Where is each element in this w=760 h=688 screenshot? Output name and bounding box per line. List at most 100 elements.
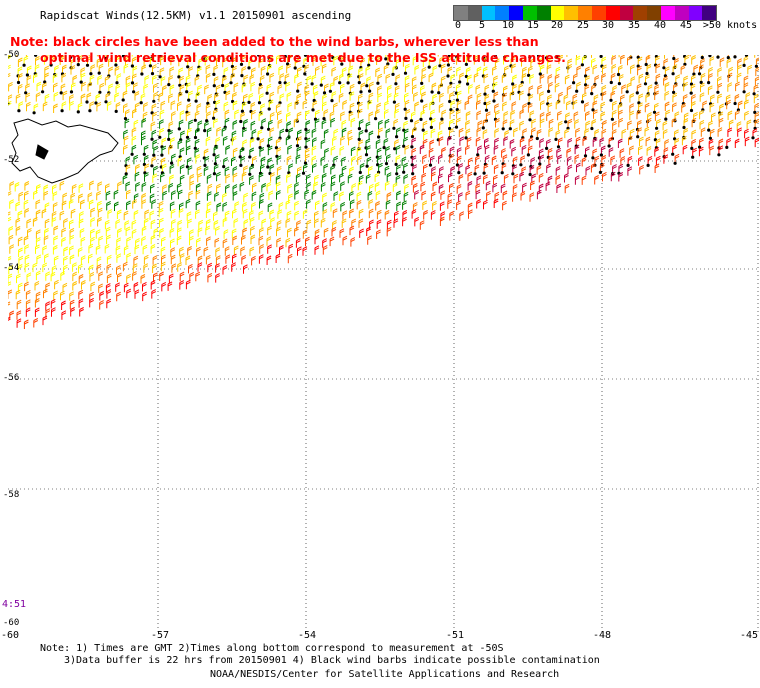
- wind-barb: [567, 137, 573, 148]
- wind-barb: [419, 144, 425, 154]
- wind-barb: [23, 199, 29, 210]
- wind-barb: [71, 183, 77, 194]
- wind-barb: [459, 136, 465, 146]
- quality-flag-dot: [79, 80, 83, 84]
- wind-barb: [617, 103, 623, 113]
- quality-flag-dot: [193, 135, 198, 140]
- wind-barb: [180, 55, 182, 59]
- wind-barb: [467, 181, 473, 191]
- wind-barb: [179, 174, 185, 185]
- wind-barb: [8, 81, 13, 92]
- quality-flag-dot: [700, 55, 704, 60]
- wind-barb: [189, 229, 194, 239]
- wind-barb: [18, 191, 24, 202]
- wind-barb: [72, 271, 78, 282]
- wind-barb: [286, 91, 292, 102]
- wind-barb: [125, 82, 131, 92]
- quality-flag-dot: [376, 81, 380, 85]
- wind-barb: [72, 281, 78, 291]
- wind-barb: [132, 108, 137, 118]
- quality-flag-dot: [707, 81, 711, 85]
- wind-barb: [79, 307, 84, 317]
- wind-barb: [375, 190, 381, 200]
- quality-flag-dot: [177, 127, 181, 131]
- quality-flag-dot: [59, 91, 63, 95]
- wind-barb: [33, 73, 38, 83]
- wind-barb: [531, 173, 537, 183]
- wind-barb: [63, 264, 68, 275]
- wind-barb: [18, 255, 24, 266]
- wind-barb: [520, 191, 526, 201]
- quality-flag-dot: [88, 109, 92, 113]
- wind-barb: [90, 207, 96, 218]
- wind-barb: [132, 65, 138, 76]
- quality-flag-dot: [104, 56, 108, 61]
- wind-barb: [566, 85, 572, 95]
- wind-barb: [431, 171, 436, 182]
- quality-flag-dot: [566, 126, 570, 130]
- legend-swatch: [591, 6, 606, 20]
- wind-barb: [9, 181, 15, 191]
- quality-flag-dot: [520, 80, 524, 85]
- wind-barb: [438, 103, 444, 113]
- wind-barb: [376, 219, 382, 229]
- wind-barb: [250, 81, 256, 92]
- wind-barb: [243, 219, 249, 229]
- quality-flag-dot: [49, 63, 53, 67]
- wind-barb: [16, 318, 22, 328]
- wind-barb: [87, 192, 93, 202]
- wind-barb: [754, 55, 756, 58]
- wind-barb: [584, 84, 590, 94]
- wind-barb: [341, 119, 347, 130]
- wind-barb: [187, 165, 193, 175]
- quality-flag-dot: [572, 81, 576, 85]
- wind-barb: [141, 226, 147, 236]
- wind-barb: [8, 100, 12, 106]
- wind-barb: [169, 84, 175, 94]
- quality-flag-dot: [265, 91, 269, 95]
- wind-barb: [277, 84, 283, 94]
- lon-label-57: -57: [150, 630, 170, 641]
- wind-barb: [302, 209, 308, 219]
- wind-barb: [459, 211, 465, 221]
- wind-barb: [338, 93, 344, 103]
- wind-barb: [594, 175, 599, 185]
- wind-barb: [312, 137, 317, 147]
- wind-barb: [206, 201, 212, 211]
- wind-barb: [493, 198, 499, 208]
- quality-flag-dot: [85, 63, 90, 67]
- wind-barb: [206, 127, 212, 137]
- wind-barb: [358, 174, 364, 185]
- wind-barb: [321, 63, 327, 74]
- wind-barb: [270, 217, 275, 227]
- wind-barb: [106, 234, 111, 245]
- wind-barb: [8, 289, 13, 299]
- quality-flag-dot: [328, 89, 332, 93]
- wind-barb: [194, 148, 200, 158]
- wind-barb: [726, 58, 732, 68]
- wind-barb: [53, 82, 58, 93]
- wind-barb: [232, 120, 238, 130]
- wind-barb: [171, 111, 176, 121]
- quality-flag-dot: [466, 82, 470, 86]
- wind-barb: [727, 110, 733, 120]
- wind-barb: [585, 111, 590, 121]
- wind-barb: [664, 90, 670, 101]
- wind-barb: [602, 120, 607, 130]
- wind-barb: [215, 263, 220, 273]
- wind-barb: [744, 136, 750, 147]
- quality-flag-dot: [177, 75, 181, 79]
- quality-flag-dot: [428, 163, 433, 167]
- wind-barb: [150, 183, 155, 194]
- wind-barb: [278, 202, 284, 212]
- wind-barb: [124, 220, 130, 230]
- wind-barb: [592, 137, 598, 147]
- wind-barb: [261, 183, 267, 193]
- quality-flag-dot: [150, 72, 155, 76]
- wind-barb: [619, 148, 625, 158]
- wind-barb: [9, 199, 14, 209]
- wind-barb: [241, 82, 247, 93]
- quality-flag-dot: [158, 55, 162, 58]
- quality-flag-dot: [34, 55, 38, 57]
- wind-barb: [267, 202, 273, 212]
